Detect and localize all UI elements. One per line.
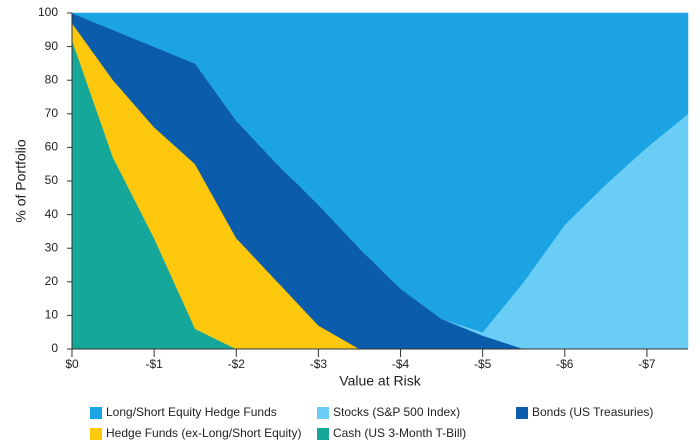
y-tick-label: 70 — [45, 106, 59, 120]
x-tick-label: -$1 — [145, 357, 163, 371]
legend-label: Hedge Funds (ex-Long/Short Equity) — [106, 426, 301, 440]
x-tick-label: -$5 — [474, 357, 492, 371]
y-tick-label: 10 — [45, 308, 59, 322]
legend-swatch — [90, 428, 102, 440]
y-tick-label: 80 — [45, 72, 59, 86]
y-tick-label: 50 — [45, 173, 59, 187]
legend-label: Cash (US 3-Month T-Bill) — [333, 426, 466, 440]
y-tick-label: 30 — [45, 240, 59, 254]
y-tick-label: 0 — [51, 341, 58, 355]
legend-label: Bonds (US Treasuries) — [532, 405, 653, 419]
x-axis-label: Value at Risk — [339, 373, 421, 389]
legend-swatch — [317, 407, 329, 419]
x-tick-label: -$7 — [638, 357, 656, 371]
legend-swatch — [516, 407, 528, 419]
x-tick-label: -$6 — [556, 357, 574, 371]
x-tick-label: -$2 — [228, 357, 246, 371]
y-tick-label: 60 — [45, 140, 59, 154]
legend-label: Long/Short Equity Hedge Funds — [106, 405, 277, 419]
y-tick-label: 40 — [45, 207, 59, 221]
legend-swatch — [317, 428, 329, 440]
legend-swatch — [90, 407, 102, 419]
x-tick-label: $0 — [65, 357, 79, 371]
area — [71, 12, 689, 333]
y-tick-label: 100 — [38, 5, 58, 19]
y-axis-label: % of Portfolio — [13, 139, 29, 222]
legend-label: Stocks (S&P 500 Index) — [333, 405, 460, 419]
x-tick-label: -$3 — [310, 357, 328, 371]
y-tick-label: 90 — [45, 39, 59, 53]
x-tick-label: -$4 — [392, 357, 410, 371]
y-tick-label: 20 — [45, 274, 59, 288]
